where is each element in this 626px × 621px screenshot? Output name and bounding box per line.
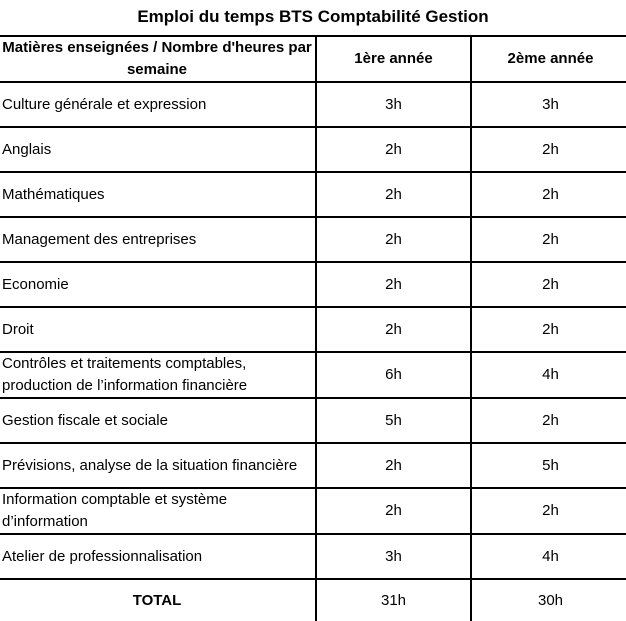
year2-hours: 2h: [470, 306, 626, 352]
year1-hours: 3h: [315, 533, 471, 579]
table-row: Economie 2h 2h: [0, 261, 626, 307]
subject-cell: Management des entreprises: [0, 216, 316, 262]
year2-hours: 4h: [470, 533, 626, 579]
table-row: Prévisions, analyse de la situation fina…: [0, 442, 626, 488]
year1-hours: 2h: [315, 171, 471, 217]
header-year2: 2ème année: [470, 35, 626, 82]
total-year2: 30h: [470, 578, 626, 621]
table-row: Culture générale et expression 3h 3h: [0, 81, 626, 127]
year2-hours: 2h: [470, 261, 626, 307]
table-row: Atelier de professionnalisation 3h 4h: [0, 533, 626, 579]
year2-hours: 2h: [470, 216, 626, 262]
subject-cell: Atelier de professionnalisation: [0, 533, 316, 579]
year2-hours: 2h: [470, 126, 626, 172]
header-year1: 1ère année: [315, 35, 471, 82]
year1-hours: 2h: [315, 216, 471, 262]
year1-hours: 2h: [315, 261, 471, 307]
year2-hours: 2h: [470, 487, 626, 534]
year2-hours: 2h: [470, 171, 626, 217]
subject-cell: Mathématiques: [0, 171, 316, 217]
table-row: Mathématiques 2h 2h: [0, 171, 626, 217]
year1-hours: 2h: [315, 442, 471, 488]
table-row: Anglais 2h 2h: [0, 126, 626, 172]
subject-cell: Droit: [0, 306, 316, 352]
total-label: TOTAL: [0, 578, 316, 621]
table-row: Gestion fiscale et sociale 5h 2h: [0, 397, 626, 443]
table-header-row: Matières enseignées / Nombre d'heures pa…: [0, 35, 626, 82]
subject-cell: Information comptable et système d’infor…: [0, 487, 316, 534]
subject-cell: Contrôles et traitements comptables, pro…: [0, 351, 316, 398]
subject-cell: Economie: [0, 261, 316, 307]
year1-hours: 2h: [315, 126, 471, 172]
year2-hours: 4h: [470, 351, 626, 398]
year1-hours: 6h: [315, 351, 471, 398]
year2-hours: 3h: [470, 81, 626, 127]
subject-cell: Gestion fiscale et sociale: [0, 397, 316, 443]
subject-cell: Prévisions, analyse de la situation fina…: [0, 442, 316, 488]
subject-cell: Culture générale et expression: [0, 81, 316, 127]
year2-hours: 2h: [470, 397, 626, 443]
year2-hours: 5h: [470, 442, 626, 488]
year1-hours: 5h: [315, 397, 471, 443]
total-year1: 31h: [315, 578, 471, 621]
year1-hours: 2h: [315, 487, 471, 534]
table-row: Management des entreprises 2h 2h: [0, 216, 626, 262]
year1-hours: 2h: [315, 306, 471, 352]
header-subjects: Matières enseignées / Nombre d'heures pa…: [0, 35, 316, 82]
schedule-table: Matières enseignées / Nombre d'heures pa…: [0, 35, 626, 621]
subject-cell: Anglais: [0, 126, 316, 172]
table-row: Contrôles et traitements comptables, pro…: [0, 351, 626, 398]
year1-hours: 3h: [315, 81, 471, 127]
page-title: Emploi du temps BTS Comptabilité Gestion: [137, 7, 489, 26]
total-row: TOTAL 31h 30h: [0, 578, 626, 621]
table-row: Droit 2h 2h: [0, 306, 626, 352]
table-row: Information comptable et système d’infor…: [0, 487, 626, 534]
